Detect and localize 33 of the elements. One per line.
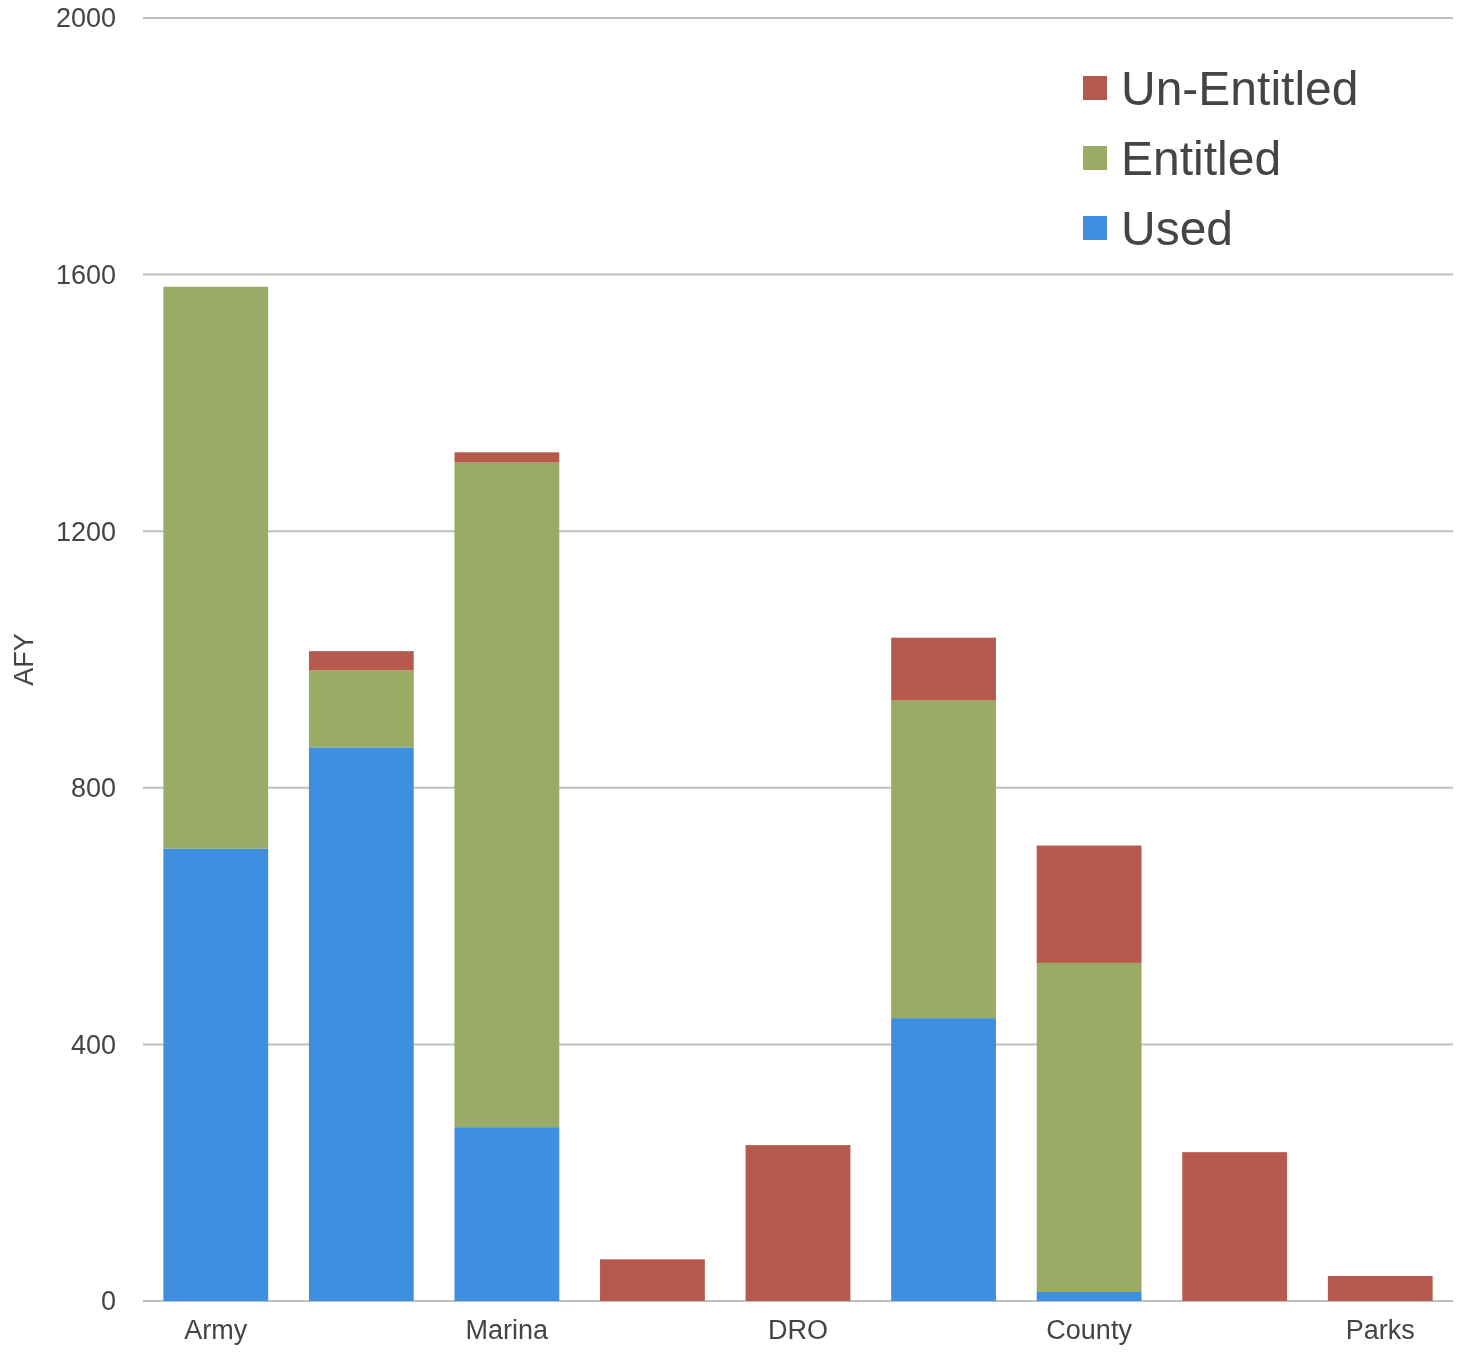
x-tick-label: DRO (768, 1315, 828, 1345)
bar (163, 848, 269, 1301)
y-tick-label: 1200 (55, 516, 116, 547)
legend-label: Un-Entitled (1121, 61, 1359, 115)
y-tick-label: 800 (70, 773, 116, 804)
y-tick-label: 2000 (55, 3, 116, 34)
legend-label: Used (1121, 201, 1234, 255)
bar (600, 1259, 705, 1301)
x-tick-label: Parks (1345, 1315, 1415, 1345)
bar (745, 1145, 851, 1301)
y-tick-label: 0 (100, 1286, 116, 1317)
legend-label: Entitled (1121, 131, 1282, 185)
y-tick-label: 400 (70, 1029, 116, 1060)
bar (163, 286, 269, 849)
bar (308, 670, 414, 748)
y-axis-title: AFY (9, 633, 39, 686)
bar (308, 747, 414, 1301)
x-tick-label: County (1046, 1315, 1133, 1345)
bar (1036, 962, 1142, 1293)
bar (308, 651, 414, 671)
bar (1036, 845, 1142, 963)
x-tick-label: Marina (465, 1315, 550, 1345)
bar (891, 1018, 996, 1301)
bar (454, 1127, 560, 1301)
bar (1327, 1275, 1433, 1301)
bar (1182, 1152, 1288, 1301)
y-tick-label: 1600 (55, 260, 116, 291)
bar (1036, 1292, 1142, 1301)
bar (454, 462, 560, 1128)
x-tick-label: Army (184, 1315, 248, 1345)
bar (454, 452, 560, 463)
bar (891, 700, 996, 1019)
bar (891, 637, 996, 701)
